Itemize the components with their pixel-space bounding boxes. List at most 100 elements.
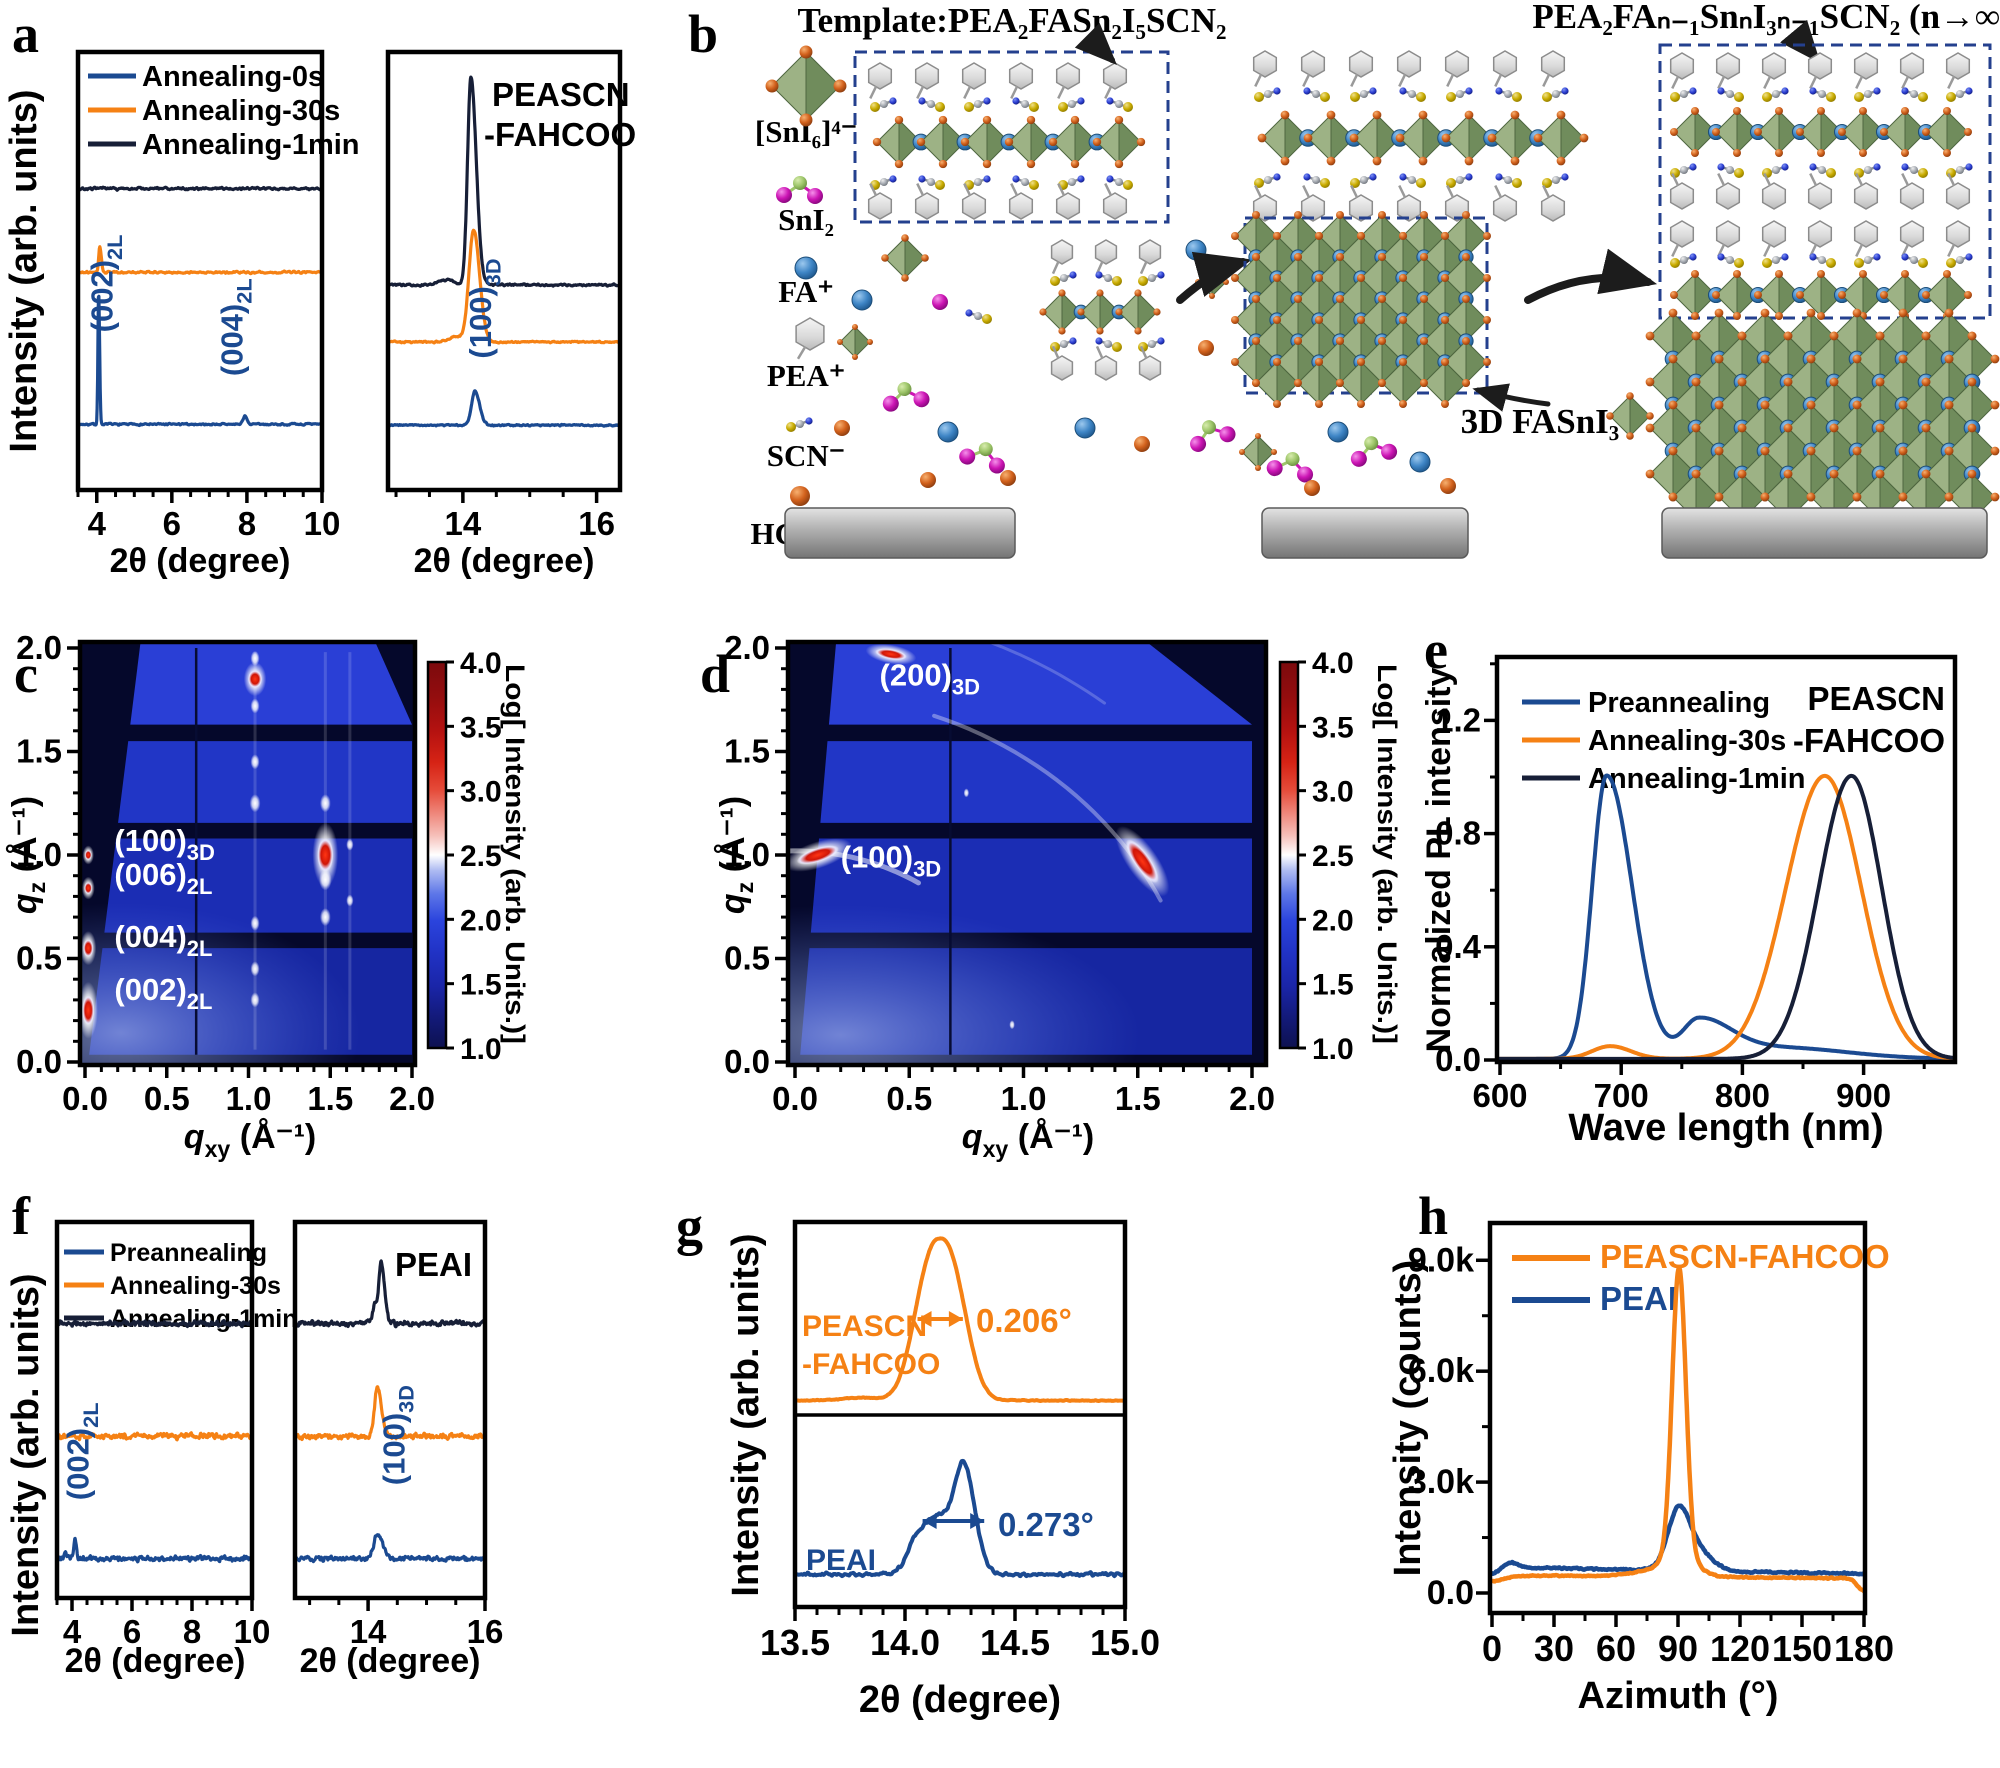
g-top-sample-line1: PEASCN xyxy=(802,1310,927,1343)
svg-text:qz (Å⁻¹): qz (Å⁻¹) xyxy=(6,796,50,914)
svg-text:2.0: 2.0 xyxy=(16,629,62,666)
a-legend-annealing-0s: Annealing-0s xyxy=(142,61,324,93)
svg-text:2.5: 2.5 xyxy=(460,840,502,873)
b-legend-sni2: SnI₂ xyxy=(778,202,834,237)
svg-text:3.0: 3.0 xyxy=(460,776,502,809)
svg-text:0.8: 0.8 xyxy=(1435,815,1481,852)
svg-text:0.5: 0.5 xyxy=(16,940,62,977)
b-annotation-3d-fasni3: 3D FASnI₃ xyxy=(1461,402,1620,441)
a-sample-label-line1: PEASCN xyxy=(492,76,630,113)
svg-text:1.0: 1.0 xyxy=(16,836,62,873)
b-legend-fa: FA⁺ xyxy=(778,274,833,309)
f-ylabel: Intensity (arb. units) xyxy=(5,1273,47,1636)
svg-text:(006)2L: (006)2L xyxy=(114,857,212,899)
svg-text:1.0: 1.0 xyxy=(460,1033,502,1066)
panel-letter-a: a xyxy=(12,4,39,64)
svg-text:180: 180 xyxy=(1834,1628,1894,1669)
svg-text:6: 6 xyxy=(163,505,181,542)
svg-text:0.0: 0.0 xyxy=(16,1043,62,1080)
svg-text:(100)3D: (100)3D xyxy=(841,839,942,881)
svg-text:150: 150 xyxy=(1772,1628,1832,1669)
e-legend-annealing-30s: Annealing-30s xyxy=(1588,725,1786,757)
svg-text:(002)2L: (002)2L xyxy=(114,972,212,1014)
d-colorbar-label: Log[ Intensity (arb. Units.)] xyxy=(1372,664,1402,1044)
f-xlabel-right: 2θ (degree) xyxy=(300,1642,481,1680)
svg-text:3.5: 3.5 xyxy=(460,711,502,744)
svg-text:14: 14 xyxy=(445,505,482,542)
svg-text:2.5: 2.5 xyxy=(1312,840,1354,873)
svg-text:14: 14 xyxy=(350,1613,387,1650)
panel-letter-f: f xyxy=(12,1186,31,1246)
svg-text:15.0: 15.0 xyxy=(1090,1622,1160,1663)
svg-text:1.5: 1.5 xyxy=(724,733,770,770)
h-legend-peascn-fahcoo: PEASCN-FAHCOO xyxy=(1600,1238,1890,1275)
f-xlabel-left: 2θ (degree) xyxy=(65,1642,246,1680)
svg-text:2.0: 2.0 xyxy=(389,1080,435,1117)
svg-text:6.0k: 6.0k xyxy=(1408,1352,1474,1390)
svg-text:16: 16 xyxy=(578,505,615,542)
svg-text:(200)3D: (200)3D xyxy=(880,657,981,699)
pl-spectra-e: 600 700 800 900 0.0 0.4 0.8 1.2 xyxy=(1435,654,1958,1114)
g-xlabel: 2θ (degree) xyxy=(859,1679,1061,1721)
e-xlabel: Wave length (nm) xyxy=(1568,1107,1883,1149)
f-legend-annealing-30s: Annealing-30s xyxy=(110,1272,281,1300)
svg-text:(004)2L: (004)2L xyxy=(214,278,256,376)
xrd-plot-a: 4 6 8 10 (002)2L (004)2L 14 16 (100)3D xyxy=(75,49,623,542)
svg-text:0.0: 0.0 xyxy=(62,1080,108,1117)
b-template-title: Template:PEA₂FASn₂I₅SCN₂ xyxy=(798,1,1227,40)
svg-text:1.5: 1.5 xyxy=(307,1080,353,1117)
svg-text:120: 120 xyxy=(1710,1628,1770,1669)
panel-letter-g: g xyxy=(676,1196,703,1256)
svg-text:10: 10 xyxy=(234,1613,271,1650)
e-ylabel: Normalized PL intensity xyxy=(1420,668,1458,1053)
panel-letter-b: b xyxy=(688,4,718,64)
panel-letter-c: c xyxy=(14,644,38,704)
svg-text:1.5: 1.5 xyxy=(1312,969,1354,1002)
fwhm-plot-g: 13.5 14.0 14.5 15.0 xyxy=(760,1219,1160,1663)
svg-text:(100)3D: (100)3D xyxy=(463,258,505,358)
azimuth-plot-h: 0 30 60 90 120 150 180 0.0 3.0k 6.0k 9.0k xyxy=(1408,1220,1894,1669)
svg-text:4: 4 xyxy=(63,1613,82,1650)
svg-text:90: 90 xyxy=(1658,1628,1698,1669)
svg-text:qxy (Å⁻¹): qxy (Å⁻¹) xyxy=(962,1118,1094,1162)
svg-text:qxy (Å⁻¹): qxy (Å⁻¹) xyxy=(184,1118,316,1162)
svg-text:0.0: 0.0 xyxy=(1427,1574,1474,1612)
svg-text:3.5: 3.5 xyxy=(1312,711,1354,744)
svg-text:1.0: 1.0 xyxy=(226,1080,272,1117)
svg-text:14.0: 14.0 xyxy=(870,1622,940,1663)
svg-text:0.0: 0.0 xyxy=(1435,1041,1481,1078)
g-ylabel: Intensity (arb. units) xyxy=(725,1233,767,1596)
svg-text:(002)2L: (002)2L xyxy=(61,1403,103,1501)
svg-text:30: 30 xyxy=(1534,1628,1574,1669)
svg-text:2.0: 2.0 xyxy=(1312,904,1354,937)
giwaxs-map-before: 0.0 0.5 1.0 1.5 2.00.00.51.01.52.0(100)3D(00… xyxy=(6,629,502,1162)
svg-text:1.0: 1.0 xyxy=(1312,1033,1354,1066)
svg-text:800: 800 xyxy=(1715,1077,1770,1114)
a-ylabel: Intensity (arb. units) xyxy=(3,89,45,452)
svg-text:0.5: 0.5 xyxy=(886,1080,932,1117)
svg-text:4.0: 4.0 xyxy=(1312,647,1354,680)
svg-text:8: 8 xyxy=(183,1613,201,1650)
c-colorbar-label: Log[ Intensity (arb. Units.)] xyxy=(500,664,530,1044)
panel-letter-d: d xyxy=(700,644,730,704)
svg-text:16: 16 xyxy=(467,1613,504,1650)
svg-text:3.0k: 3.0k xyxy=(1408,1463,1474,1501)
svg-text:600: 600 xyxy=(1472,1077,1527,1114)
svg-text:(004)2L: (004)2L xyxy=(114,919,212,961)
svg-text:6: 6 xyxy=(123,1613,141,1650)
svg-text:4.0: 4.0 xyxy=(460,647,502,680)
svg-text:4: 4 xyxy=(88,505,107,542)
svg-text:60: 60 xyxy=(1596,1628,1636,1669)
svg-text:(100)3D: (100)3D xyxy=(376,1385,418,1485)
svg-text:(100)3D: (100)3D xyxy=(114,823,214,865)
svg-text:1.5: 1.5 xyxy=(1115,1080,1161,1117)
e-legend-preannealing: Preannealing xyxy=(1588,687,1770,719)
g-bottom-sample: PEAI xyxy=(806,1544,876,1577)
svg-text:2.0: 2.0 xyxy=(724,629,770,666)
h-ylabel: Intensity (counts) xyxy=(1387,1260,1429,1577)
svg-text:13.5: 13.5 xyxy=(760,1622,830,1663)
f-sample-label: PEAI xyxy=(395,1246,472,1283)
g-top-fwhm-value: 0.206° xyxy=(976,1302,1072,1339)
svg-text:(002)2L: (002)2L xyxy=(85,235,127,333)
